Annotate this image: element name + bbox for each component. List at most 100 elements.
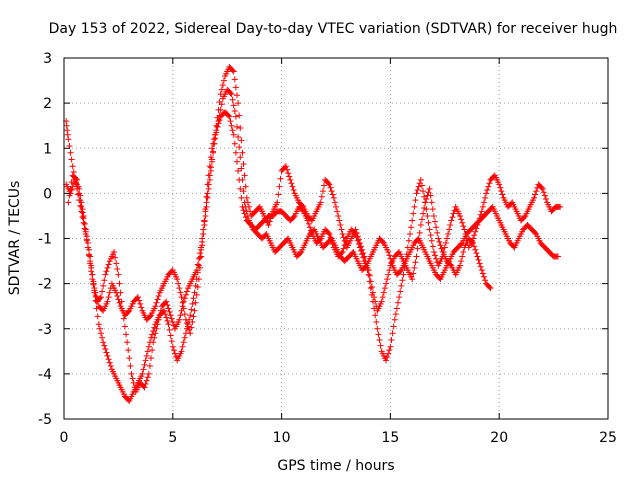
data-point: [449, 214, 456, 221]
data-point: [486, 284, 493, 291]
data-point: [461, 226, 468, 233]
data-point: [383, 357, 390, 364]
data-point: [430, 249, 437, 256]
data-point: [241, 172, 248, 179]
data-point: [379, 238, 386, 245]
data-point: [181, 311, 188, 318]
data-point: [192, 299, 199, 306]
data-point: [146, 362, 153, 369]
data-point: [204, 194, 211, 201]
data-point: [373, 318, 380, 325]
data-point: [533, 188, 540, 195]
data-point: [240, 161, 247, 168]
data-point: [125, 308, 132, 315]
data-point: [128, 370, 135, 377]
data-point: [231, 108, 238, 115]
data-point: [105, 356, 112, 363]
data-point: [121, 323, 128, 330]
data-point: [460, 223, 467, 230]
data-point: [362, 263, 369, 270]
data-point: [319, 188, 326, 195]
data-point: [104, 352, 111, 359]
data-point: [531, 194, 538, 201]
data-point: [235, 133, 242, 140]
data-point: [100, 339, 107, 346]
data-point: [104, 298, 111, 305]
data-point: [268, 211, 275, 218]
data-point: [472, 246, 479, 253]
data-point: [163, 298, 170, 305]
data-point: [68, 179, 75, 186]
data-point: [458, 258, 465, 265]
data-point: [471, 232, 478, 239]
data-point: [355, 236, 362, 243]
data-point: [286, 173, 293, 180]
data-point: [390, 323, 397, 330]
data-point: [399, 277, 406, 284]
data-point: [427, 232, 434, 239]
data-point: [79, 209, 86, 216]
data-point: [75, 183, 82, 190]
data-point: [428, 237, 435, 244]
data-point: [168, 315, 175, 322]
data-point: [383, 280, 390, 287]
data-point: [463, 235, 470, 242]
data-point: [141, 384, 148, 391]
data-point: [483, 190, 490, 197]
data-point: [102, 346, 109, 353]
data-point: [120, 315, 127, 322]
data-point: [226, 113, 233, 120]
data-point: [497, 184, 504, 191]
data-point: [385, 249, 392, 256]
data-point: [179, 303, 186, 310]
data-point: [369, 298, 376, 305]
data-point: [377, 342, 384, 349]
data-point: [365, 271, 372, 278]
data-point: [471, 243, 478, 250]
data-point: [426, 185, 433, 192]
data-point: [165, 305, 172, 312]
data-point: [107, 362, 114, 369]
data-point: [199, 238, 206, 245]
data-point: [208, 158, 215, 165]
data-point: [437, 242, 444, 249]
data-point: [142, 357, 149, 364]
data-point: [387, 343, 394, 350]
data-point: [402, 258, 409, 265]
data-point: [154, 296, 161, 303]
data-point: [237, 154, 244, 161]
data-point: [421, 193, 428, 200]
data-point: [103, 349, 110, 356]
data-point: [89, 271, 96, 278]
y-tick-label: -3: [38, 322, 52, 338]
data-point: [194, 261, 201, 268]
data-point: [429, 206, 436, 213]
data-point: [475, 218, 482, 225]
data-point: [473, 250, 480, 257]
data-point: [339, 230, 346, 237]
data-point: [434, 229, 441, 236]
data-points: [63, 64, 564, 404]
data-point: [138, 304, 145, 311]
data-point: [418, 216, 425, 223]
data-point: [462, 230, 469, 237]
data-point: [105, 294, 112, 301]
data-point: [146, 339, 153, 346]
data-point: [63, 122, 70, 129]
data-point: [67, 185, 74, 192]
data-point: [181, 334, 188, 341]
data-point: [101, 277, 108, 284]
data-point: [321, 182, 328, 189]
data-point: [105, 261, 112, 268]
data-point: [267, 215, 274, 222]
y-tick-label: 1: [43, 141, 52, 157]
x-tick-label: 5: [168, 430, 177, 446]
data-point: [183, 325, 190, 332]
data-point: [487, 285, 494, 292]
data-point: [86, 252, 93, 259]
data-point: [198, 246, 205, 253]
data-point: [387, 255, 394, 262]
data-point: [240, 188, 247, 195]
data-point: [203, 203, 210, 210]
